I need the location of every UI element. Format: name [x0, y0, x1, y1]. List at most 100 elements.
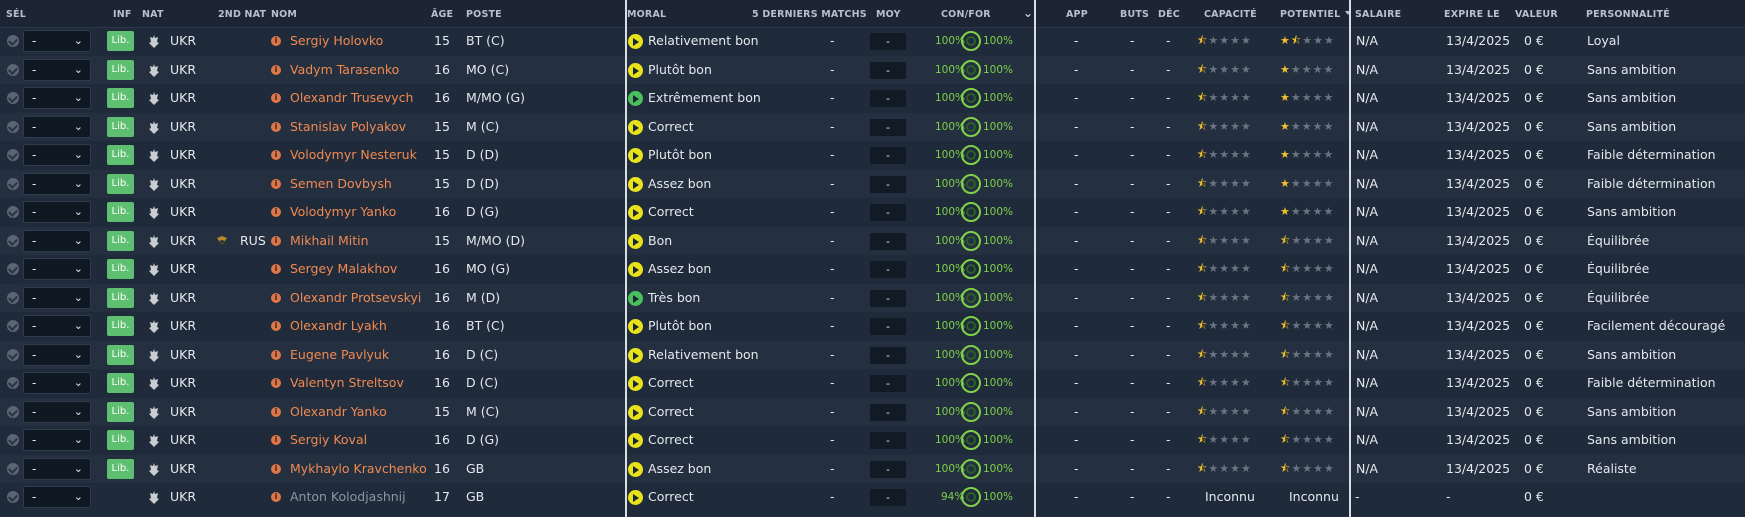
player-morale[interactable]: Très bon	[648, 289, 701, 305]
select-check-icon[interactable]	[7, 63, 19, 76]
free-agent-badge[interactable]: Lib.	[107, 230, 134, 251]
table-row[interactable]: - ⌄ Lib. UKR i Volodymyr Nesteruk 15 D (D) Plutô…	[0, 141, 1745, 169]
player-morale[interactable]: Assez bon	[648, 175, 712, 191]
selection-dropdown[interactable]: - ⌄	[23, 144, 91, 166]
header-potentiel[interactable]: POTENTIEL	[1280, 9, 1341, 20]
player-morale[interactable]: Relativement bon	[648, 346, 759, 362]
selection-dropdown[interactable]: - ⌄	[23, 30, 91, 52]
selection-dropdown[interactable]: - ⌄	[23, 172, 91, 195]
info-icon[interactable]: i	[271, 264, 281, 274]
selection-dropdown[interactable]: - ⌄	[23, 372, 91, 394]
player-morale[interactable]: Correct	[648, 204, 694, 219]
player-morale[interactable]: Plutôt bon	[648, 318, 712, 333]
info-icon[interactable]: i	[271, 93, 281, 103]
select-check-icon[interactable]	[7, 377, 19, 389]
info-icon[interactable]: i	[271, 178, 281, 189]
player-name-link[interactable]: Olexandr Trusevych	[290, 90, 414, 105]
player-morale[interactable]: Assez bon	[648, 261, 712, 276]
free-agent-badge[interactable]: Lib.	[107, 458, 134, 479]
selection-dropdown[interactable]: - ⌄	[23, 201, 91, 223]
table-row[interactable]: - ⌄ Lib. UKR i Olexandr Lyakh 16 BT (C) Plutôt b…	[0, 312, 1745, 340]
table-row[interactable]: - ⌄ Lib. UKR i Valentyn Streltsov 16 D (C) Corre…	[0, 369, 1745, 397]
player-name-link[interactable]: Mykhaylo Kravchenko	[290, 460, 427, 476]
header-2nd-nat[interactable]: 2ND NAT	[218, 9, 267, 20]
free-agent-badge[interactable]: Lib.	[107, 373, 134, 393]
header-nom[interactable]: NOM	[271, 9, 298, 20]
free-agent-badge[interactable]: Lib.	[107, 316, 134, 336]
player-morale[interactable]: Bon	[648, 232, 673, 248]
player-name-link[interactable]: Volodymyr Nesteruk	[290, 147, 417, 162]
free-agent-badge[interactable]: Lib.	[107, 259, 134, 279]
header-valeur[interactable]: VALEUR	[1515, 9, 1558, 20]
player-morale[interactable]: Correct	[648, 432, 694, 447]
player-name-link[interactable]: Olexandr Lyakh	[290, 318, 387, 333]
header-salaire[interactable]: SALAIRE	[1355, 9, 1402, 20]
table-row[interactable]: - ⌄ Lib. UKR i Volodymyr Yanko 16 D (G) Correct -…	[0, 198, 1745, 226]
header-confor[interactable]: CON/FOR	[941, 9, 991, 20]
info-icon[interactable]: i	[271, 207, 281, 217]
header-poste[interactable]: POSTE	[466, 9, 502, 20]
free-agent-badge[interactable]: Lib.	[107, 173, 134, 194]
free-agent-badge[interactable]: Lib.	[107, 430, 134, 450]
player-name-link[interactable]: Vadym Tarasenko	[290, 61, 400, 77]
table-row[interactable]: - ⌄ Lib. UKR i Sergiy Koval 16 D (G) Correct - -10…	[0, 426, 1745, 454]
select-check-icon[interactable]	[7, 434, 19, 446]
header-buts[interactable]: BUTS	[1120, 9, 1150, 20]
table-row[interactable]: - ⌄ Lib. UKR i Sergiy Holovko 15 BT (C) Relative…	[0, 27, 1745, 55]
select-check-icon[interactable]	[7, 405, 19, 418]
table-row[interactable]: - ⌄ Lib. UKR i Olexandr Trusevych 16 M/MO (G) Ex…	[0, 84, 1745, 112]
info-icon[interactable]: i	[271, 492, 281, 502]
player-name-link[interactable]: Mikhail Mitin	[290, 232, 369, 248]
player-name-link[interactable]: Sergiy Koval	[290, 432, 368, 447]
header-moy[interactable]: MOY	[876, 9, 901, 20]
header-age[interactable]: ÂGE	[431, 9, 454, 20]
player-name-link[interactable]: Sergey Malakhov	[290, 261, 398, 276]
player-name-link[interactable]: Volodymyr Yanko	[290, 204, 397, 219]
player-morale[interactable]: Extrêmement bon	[648, 90, 761, 105]
select-check-icon[interactable]	[7, 263, 19, 275]
header-moral[interactable]: MORAL	[627, 9, 667, 20]
selection-dropdown[interactable]: - ⌄	[23, 400, 91, 423]
free-agent-badge[interactable]: Lib.	[107, 88, 134, 108]
player-morale[interactable]: Plutôt bon	[648, 61, 712, 77]
player-name-link[interactable]: Sergiy Holovko	[290, 33, 384, 48]
chevron-down-icon[interactable]: ⌄	[1023, 6, 1034, 20]
free-agent-badge[interactable]: Lib.	[107, 401, 134, 422]
selection-dropdown[interactable]: - ⌄	[23, 486, 91, 508]
selection-dropdown[interactable]: - ⌄	[23, 115, 91, 138]
free-agent-badge[interactable]: Lib.	[107, 31, 134, 51]
header-expire[interactable]: EXPIRE LE	[1444, 9, 1500, 20]
player-name-link[interactable]: Anton Kolodjashnij	[290, 489, 406, 504]
table-row[interactable]: - ⌄ Lib. UKR i Olexandr Protsevskyi 16 M (D) Trè…	[0, 283, 1745, 312]
selection-dropdown[interactable]: - ⌄	[23, 87, 91, 109]
select-check-icon[interactable]	[7, 234, 19, 247]
table-row[interactable]: - ⌄ Lib. UKR i Stanislav Polyakov 15 M (C) Corre…	[0, 112, 1745, 141]
selection-dropdown[interactable]: - ⌄	[23, 258, 91, 280]
player-name-link[interactable]: Olexandr Yanko	[290, 403, 387, 419]
free-agent-badge[interactable]: Lib.	[107, 145, 134, 165]
player-name-link[interactable]: Semen Dovbysh	[290, 175, 392, 191]
header-dec[interactable]: DÉC	[1158, 9, 1180, 20]
free-agent-badge[interactable]: Lib.	[107, 59, 134, 80]
player-morale[interactable]: Assez bon	[648, 460, 712, 476]
table-row[interactable]: - ⌄ Lib. UKR i Olexandr Yanko 15 M (C) Correct - -…	[0, 397, 1745, 426]
select-check-icon[interactable]	[7, 177, 19, 190]
select-check-icon[interactable]	[7, 92, 19, 104]
info-icon[interactable]: i	[271, 292, 281, 303]
table-row[interactable]: - ⌄ Lib. UKR i Eugene Pavlyuk 16 D (C) Relativem…	[0, 340, 1745, 369]
table-row[interactable]: - ⌄ Lib. UKR i Semen Dovbysh 15 D (D) Assez bon -…	[0, 169, 1745, 198]
player-morale[interactable]: Correct	[648, 118, 694, 134]
player-name-link[interactable]: Valentyn Streltsov	[290, 375, 404, 390]
select-check-icon[interactable]	[7, 491, 19, 503]
header-app[interactable]: APP	[1066, 9, 1088, 20]
player-morale[interactable]: Relativement bon	[648, 33, 759, 48]
header-inf[interactable]: INF	[113, 9, 132, 20]
selection-dropdown[interactable]: - ⌄	[23, 286, 91, 309]
info-icon[interactable]: i	[271, 150, 281, 160]
select-check-icon[interactable]	[7, 120, 19, 133]
table-row[interactable]: - ⌄ Lib. UKR RUS i Mikhail Mitin 15 M/MO (D) Bon -…	[0, 226, 1745, 255]
select-check-icon[interactable]	[7, 320, 19, 332]
info-icon[interactable]: i	[271, 64, 281, 75]
selection-dropdown[interactable]: - ⌄	[23, 429, 91, 451]
table-row[interactable]: - ⌄ UKR i Anton Kolodjashnij 17 GB Correct - -94%…	[0, 483, 1745, 511]
